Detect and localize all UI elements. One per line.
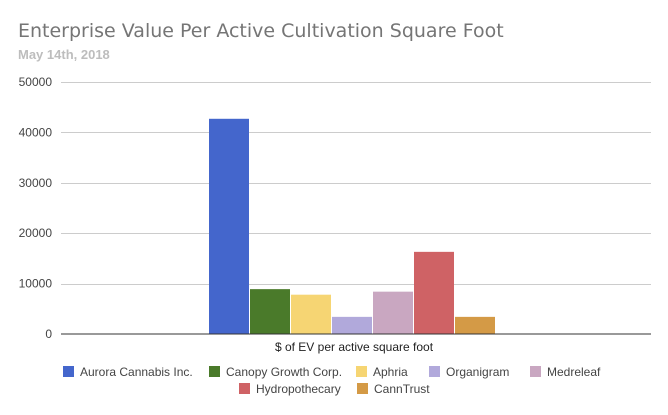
chart-subtitle: May 14th, 2018 [18, 47, 110, 62]
bar-organigram [332, 316, 372, 334]
gridlines [61, 82, 651, 285]
y-tick-label: 20000 [19, 226, 53, 240]
bar-canopy-growth-corp [250, 289, 290, 334]
legend-label: Hydropothecary [256, 382, 341, 396]
legend-swatch [239, 383, 250, 394]
legend-swatch [209, 366, 220, 377]
bar-aurora-cannabis-inc [209, 118, 249, 335]
legend-label: Aurora Cannabis Inc. [80, 365, 193, 379]
y-axis-ticks: 0 10000 20000 30000 40000 50000 [19, 75, 53, 341]
bar-hydropothecary [414, 251, 454, 334]
y-tick-label: 40000 [19, 125, 53, 139]
legend-swatch [63, 366, 74, 377]
y-tick-label: 30000 [19, 176, 53, 190]
legend-swatch [357, 383, 368, 394]
bar-medreleaf [373, 291, 413, 334]
y-tick-label: 0 [45, 327, 52, 341]
y-tick-label: 50000 [19, 75, 53, 89]
bar-canntrust [455, 316, 495, 334]
legend-swatch [429, 366, 440, 377]
legend-swatch [530, 366, 541, 377]
legend-label: Medreleaf [547, 365, 601, 379]
legend-swatch [356, 366, 367, 377]
legend-label: CannTrust [374, 382, 430, 396]
bars [209, 118, 495, 335]
legend-label: Aphria [373, 365, 408, 379]
legend-label: Canopy Growth Corp. [226, 365, 342, 379]
x-axis-title: $ of EV per active square foot [275, 340, 434, 354]
legend: Aurora Cannabis Inc. Canopy Growth Corp. A… [63, 365, 601, 396]
legend-label: Organigram [446, 365, 509, 379]
bar-aphria [291, 294, 331, 334]
chart-title: Enterprise Value Per Active Cultivation … [18, 20, 504, 42]
y-tick-label: 10000 [19, 277, 53, 291]
